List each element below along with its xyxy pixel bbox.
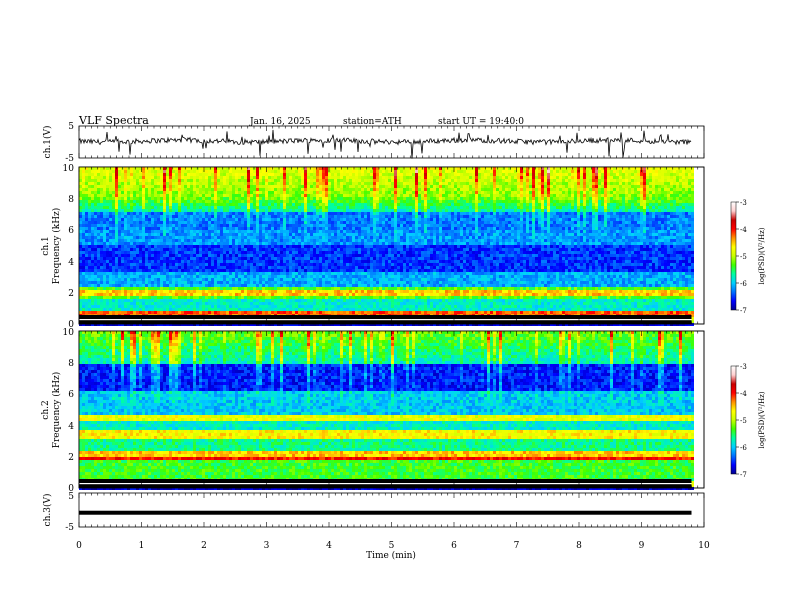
colorbar-tick-label: -6	[740, 444, 747, 452]
ch1-spectrogram-image	[79, 167, 694, 326]
colorbar-ch2-label: log(PSD)(V²/Hz)	[758, 391, 766, 448]
time-tick-label: 6	[451, 541, 457, 551]
colorbar-ch2: log(PSD)(V²/Hz) -3 -4 -5 -6 -7	[730, 363, 766, 479]
ch1-ytick-bottom: -5	[65, 154, 74, 164]
time-tick-label: 0	[76, 541, 82, 551]
ch3-ytick-bottom: -5	[65, 523, 74, 533]
colorbar-gradient	[730, 201, 737, 311]
ch2-freq-tick-2: 2	[68, 453, 74, 463]
ch3-waveform-panel: 5 -5 ch.3(V)	[42, 492, 705, 533]
ch2-spectrogram-panel: 10 8 6 4 2 0 ch.2 Frequency (kHz)	[41, 328, 705, 494]
time-tick-label: 3	[264, 541, 270, 551]
ch1-waveform-line	[78, 129, 692, 159]
ch2-ylabel-frequency: Frequency (kHz)	[51, 372, 62, 449]
time-tick-label: 10	[698, 541, 710, 551]
time-tick-label: 1	[139, 541, 145, 551]
colorbar-tick-label: -6	[740, 280, 747, 288]
colorbar-tick-label: -7	[740, 471, 747, 479]
colorbar-tick-label: -7	[740, 307, 747, 315]
time-tick-label: 9	[639, 541, 645, 551]
colorbar-ch1: log(PSD)(V²/Hz) -3 -4 -5 -6 -7	[730, 199, 766, 315]
time-axis: 0 1 2 3 4 5 6 7 8 9 10	[76, 541, 710, 551]
ch1-ylabel-frequency: Frequency (kHz)	[51, 208, 62, 285]
figure-title: VLF Spectra	[78, 114, 149, 127]
ch2-freq-tick-4: 4	[68, 422, 74, 432]
colorbar-tick-label: -5	[740, 417, 747, 425]
ch1-freq-tick-2: 2	[68, 289, 74, 299]
ch1-freq-tick-8: 8	[68, 195, 74, 205]
ch1-freq-tick-0: 0	[68, 320, 74, 330]
ch2-freq-tick-8: 8	[68, 359, 74, 369]
time-tick-label: 8	[576, 541, 582, 551]
ch2-ylabel-channel: ch.2	[41, 400, 51, 419]
ch1-ylabel: ch.1(V)	[42, 126, 53, 159]
colorbar-tick-label: -3	[740, 199, 747, 207]
ch1-ytick-top: 5	[68, 122, 74, 132]
ch2-spectrogram-image	[79, 331, 694, 490]
time-tick-label: 5	[389, 541, 395, 551]
station-label: station=ATH	[343, 117, 402, 127]
colorbar-gradient	[730, 365, 737, 475]
colorbar-tick-label: -5	[740, 253, 747, 261]
ch1-spectrogram-panel: 10 8 6 4 2 0 ch.1 Frequency (kHz)	[41, 164, 705, 330]
ch1-freq-tick-4: 4	[68, 258, 74, 268]
time-tick-label: 7	[514, 541, 520, 551]
ch2-freq-tick-6: 6	[68, 390, 74, 400]
ch2-freq-tick-10: 10	[63, 328, 75, 338]
time-tick-label: 4	[326, 541, 332, 551]
ch3-waveform-line	[79, 510, 692, 515]
ch1-freq-tick-6: 6	[68, 226, 74, 236]
ch3-ylabel: ch.3(V)	[42, 494, 53, 527]
ch2-freq-tick-0: 0	[68, 484, 74, 494]
ch1-ylabel-channel: ch.1	[41, 236, 51, 255]
start-ut-label: start UT = 19:40:0	[438, 117, 524, 127]
ch3-ytick-top: 5	[68, 492, 74, 502]
colorbar-ch1-label: log(PSD)(V²/Hz)	[758, 227, 766, 284]
ch1-waveform-panel: 5 -5 ch.1(V)	[42, 122, 705, 164]
time-tick-label: 2	[201, 541, 207, 551]
colorbar-tick-label: -4	[740, 226, 747, 234]
ch1-freq-tick-10: 10	[63, 164, 75, 174]
time-axis-label: Time (min)	[366, 550, 416, 561]
colorbar-tick-label: -3	[740, 363, 747, 371]
date-label: Jan. 16, 2025	[249, 117, 311, 127]
colorbar-tick-label: -4	[740, 390, 747, 398]
